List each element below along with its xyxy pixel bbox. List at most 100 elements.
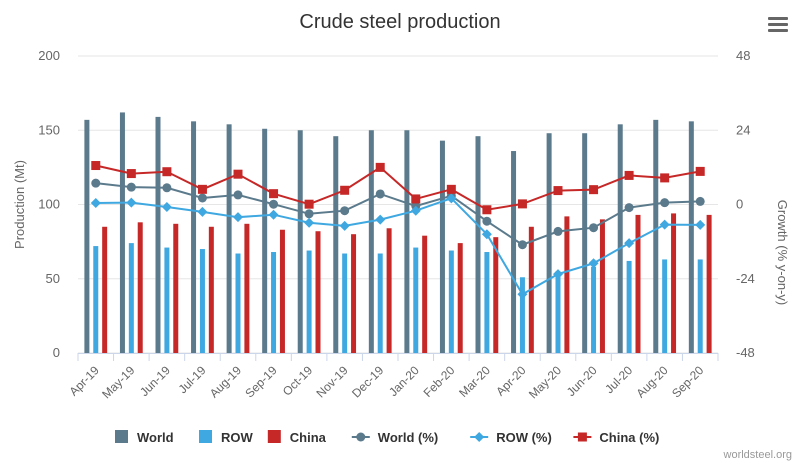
bar-china xyxy=(599,219,605,353)
bar-row xyxy=(235,253,241,353)
legend-label: China xyxy=(290,430,327,445)
point-row xyxy=(304,217,315,228)
x-tick-label: Apr-20 xyxy=(493,363,529,399)
y-left-axis-title: Production (Mt) xyxy=(12,160,27,249)
bar-row xyxy=(164,247,170,353)
point-china xyxy=(375,162,385,172)
bar-china xyxy=(137,222,143,353)
point-world xyxy=(589,223,599,233)
chart-credit: worldsteel.org xyxy=(723,449,792,461)
point-world xyxy=(553,226,563,236)
line-row xyxy=(95,197,701,296)
bar-world xyxy=(368,130,374,353)
bar-row xyxy=(555,271,561,353)
point-china xyxy=(553,186,563,196)
point-world xyxy=(695,196,705,206)
y-left-tick-label: 100 xyxy=(38,197,60,212)
legend-item-row[interactable]: ROW xyxy=(199,430,254,445)
x-tick-label: Oct-19 xyxy=(280,363,316,399)
point-row xyxy=(410,205,421,216)
point-row xyxy=(624,238,635,249)
legend-swatch xyxy=(199,430,212,443)
bar-row xyxy=(591,266,597,353)
legend-marker xyxy=(356,432,366,442)
legend-label: World (%) xyxy=(378,430,438,445)
bar-row xyxy=(93,246,99,353)
x-tick-label: Jun-19 xyxy=(137,363,173,399)
point-row xyxy=(553,269,563,280)
bar-china xyxy=(208,226,214,353)
bar-row xyxy=(697,259,703,353)
x-tick-label: Jul-20 xyxy=(602,363,635,396)
legend-swatch xyxy=(115,430,128,443)
x-tick-label: Dec-19 xyxy=(349,363,386,400)
bar-row xyxy=(271,252,277,353)
x-tick-label: Apr-19 xyxy=(67,363,103,399)
point-row xyxy=(233,212,243,223)
point-china xyxy=(446,184,456,194)
bar-row xyxy=(128,243,134,353)
bar-china xyxy=(706,214,712,353)
bar-world xyxy=(439,140,445,353)
point-world xyxy=(375,189,385,199)
chart-title: Crude steel production xyxy=(299,11,500,33)
x-tick-label: Jun-20 xyxy=(564,363,600,399)
bar-world xyxy=(333,136,339,353)
bar-row xyxy=(662,259,668,353)
point-row xyxy=(659,219,670,230)
bar-world xyxy=(262,128,268,353)
bar-world xyxy=(119,112,125,354)
point-world xyxy=(624,203,634,213)
point-world xyxy=(162,183,172,193)
point-china xyxy=(269,189,279,199)
line-china xyxy=(95,164,701,211)
point-row xyxy=(517,289,528,300)
bar-china xyxy=(315,231,321,353)
legend-label: World xyxy=(137,430,174,445)
legend-item-china[interactable]: China xyxy=(267,430,327,445)
point-china xyxy=(197,184,207,194)
x-tick-label: Jul-19 xyxy=(176,363,209,396)
bar-world xyxy=(617,124,623,353)
bar-row xyxy=(377,253,383,353)
y-right-tick-label: -24 xyxy=(736,271,755,286)
x-tick-label: Aug-20 xyxy=(634,363,671,400)
point-row xyxy=(588,258,599,269)
bar-row xyxy=(342,253,348,353)
point-row xyxy=(197,206,208,217)
legend-marker xyxy=(474,432,485,442)
y-left-tick-label: 150 xyxy=(38,122,60,137)
bar-row xyxy=(199,249,205,353)
x-tick-label: Mar-20 xyxy=(456,363,493,400)
bar-china xyxy=(422,235,428,353)
bar-world xyxy=(546,133,552,353)
point-china xyxy=(304,199,314,209)
bar-china xyxy=(564,216,570,353)
y-right-tick-label: 0 xyxy=(736,197,743,212)
point-china xyxy=(233,169,243,179)
point-china xyxy=(624,170,634,180)
legend-label: ROW xyxy=(221,430,254,445)
legend-label: China (%) xyxy=(599,430,659,445)
bar-china xyxy=(635,214,641,353)
y-right-tick-label: -48 xyxy=(736,345,755,360)
bar-china xyxy=(457,243,463,353)
bar-world xyxy=(84,119,90,353)
hamburger-menu-icon[interactable] xyxy=(766,14,790,36)
point-row xyxy=(126,197,137,208)
x-tick-label: May-19 xyxy=(99,363,137,401)
point-world xyxy=(340,206,350,216)
bar-china xyxy=(351,234,357,353)
y-left-tick-label: 0 xyxy=(53,345,60,360)
y-left-tick-label: 200 xyxy=(38,48,60,63)
point-row xyxy=(339,220,350,231)
point-china xyxy=(162,167,172,177)
y-left-tick-label: 50 xyxy=(46,271,60,286)
point-world xyxy=(126,182,136,192)
point-china xyxy=(411,194,421,204)
bar-row xyxy=(519,277,525,353)
x-tick-label: Sep-19 xyxy=(242,363,279,400)
point-china xyxy=(91,161,101,171)
legend-item-world[interactable]: World xyxy=(115,430,174,445)
